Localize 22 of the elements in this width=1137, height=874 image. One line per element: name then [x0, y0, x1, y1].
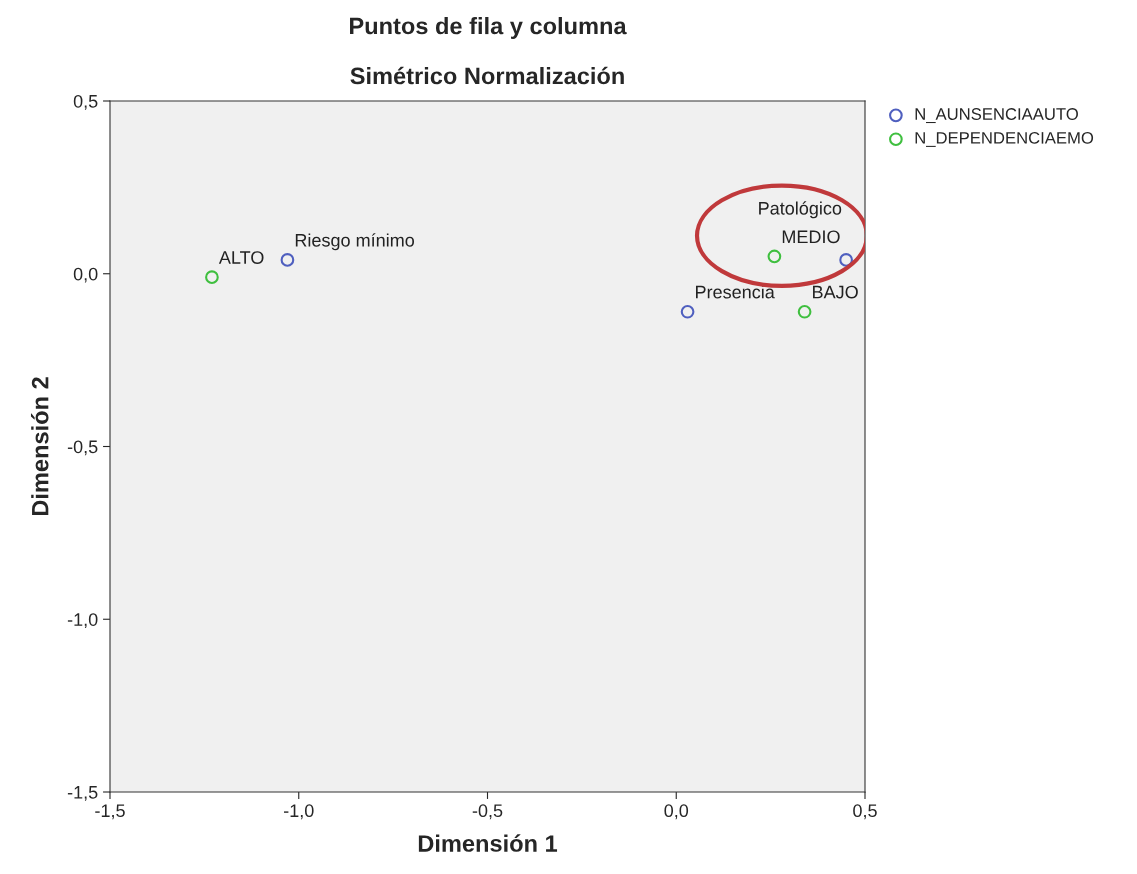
annotation: MEDIO — [782, 230, 840, 244]
y-axis-title: Dimensión 2 — [30, 377, 49, 516]
y-tick-label: -1,5 — [67, 786, 98, 801]
x-tick-label: -1,5 — [95, 804, 125, 820]
y-tick-label: -1,0 — [67, 613, 98, 629]
y-tick-label: 0,5 — [73, 94, 98, 110]
annotation: BAJO — [813, 285, 858, 299]
x-tick-label: -1,0 — [284, 804, 314, 820]
chart-subtitle: Simétrico Normalización — [350, 66, 624, 85]
annotation: Presencia — [696, 285, 775, 299]
x-tick-label: 0,0 — [664, 804, 689, 820]
x-tick-label: 0,5 — [853, 804, 877, 820]
chart-title: Puntos de fila y columna — [350, 17, 627, 39]
y-tick-label: 0,0 — [73, 267, 98, 283]
legend-label: N_AUNSENCIAAUTO — [915, 108, 1078, 124]
x-tick-label: -0,5 — [472, 804, 503, 820]
y-tick-label: -0,5 — [67, 440, 98, 456]
legend-label: N_DEPENDENCIAEMO — [915, 131, 1094, 147]
annotation: Riesgo mínimo — [295, 233, 415, 251]
annotation: Patológico — [759, 201, 842, 219]
annotation: ALTO — [218, 251, 264, 264]
x-axis-title: Dimensión 1 — [418, 834, 558, 852]
